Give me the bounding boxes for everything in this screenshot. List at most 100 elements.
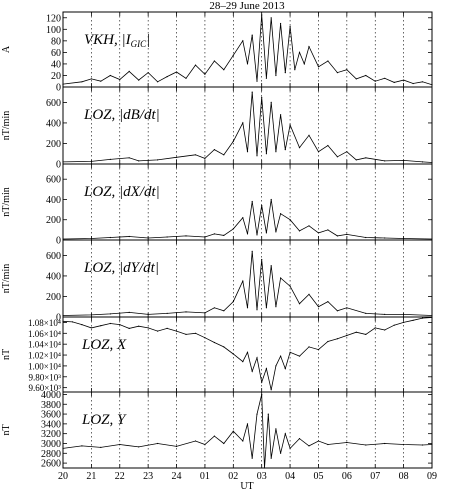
y-tick-label: 3400 [41,419,61,430]
data-point [280,213,282,215]
data-point [275,231,277,233]
data-point [166,312,168,314]
data-point [147,313,149,315]
data-point [261,381,263,383]
data-point [232,353,234,355]
data-point [317,440,320,442]
x-tick-label: 06 [342,471,352,482]
data-point [223,442,225,445]
data-point [384,442,386,445]
data-point [166,76,168,78]
data-point [138,160,140,162]
data-point [280,355,282,357]
data-point [166,236,168,238]
y-tick-label: 0 [56,236,61,247]
data-point [265,153,267,155]
data-point [317,306,320,308]
data-point [270,101,272,103]
data-point [128,157,130,159]
data-point [265,77,267,79]
data-point [393,81,395,83]
y-axis-label: nT/min [1,187,12,216]
y-tick-label: 0 [56,313,61,324]
data-point [289,351,291,353]
data-point [232,430,234,432]
data-point [128,70,130,72]
data-point [265,307,267,309]
data-point [246,307,249,309]
data-point [138,79,140,81]
data-point [336,156,338,158]
data-point [336,235,338,237]
y-tick-label: 1.08×10⁴ [28,318,61,328]
series-line [62,199,433,240]
data-point [403,159,405,161]
x-tick-label: 23 [143,471,153,482]
data-point [284,368,286,370]
y-tick-label: 3000 [41,439,61,450]
data-point [232,54,234,56]
data-point [308,346,310,348]
y-axis-label: nT/min [1,264,12,293]
data-point [246,63,249,65]
data-point [308,445,310,447]
x-tick-label: 08 [399,471,409,482]
data-point [147,237,149,239]
data-point [270,457,272,459]
data-point [275,365,277,367]
data-point [421,444,424,446]
data-point [109,322,111,325]
data-point [147,72,149,74]
data-point [223,69,225,71]
data-point [346,441,348,444]
data-point [194,332,197,334]
data-point [384,329,386,331]
data-point [336,338,338,340]
data-point [284,72,286,74]
panel-label: LOZ, Y [81,412,127,428]
data-point [365,333,367,335]
x-tick-label: 20 [58,471,68,482]
data-point [232,301,234,303]
series-line [62,14,433,86]
data-point [284,149,286,151]
data-point [157,442,159,445]
data-point [242,280,244,282]
data-point [275,151,277,153]
x-tick-label: 21 [86,471,96,482]
data-point [109,158,111,160]
data-point [204,157,206,159]
data-point [421,161,424,163]
panel-frame [62,11,433,88]
data-point [175,445,178,447]
y-tick-label: 0 [56,160,61,171]
data-point [393,324,395,326]
data-point [280,22,282,25]
data-point [308,134,310,136]
data-point [256,413,258,415]
data-point [157,81,159,83]
data-point [251,200,253,203]
data-point [412,82,414,85]
data-point [223,234,225,236]
data-point [374,80,376,82]
y-tick-label: 4000 [41,390,61,401]
data-point [308,225,310,227]
data-point [204,337,206,339]
data-point [270,389,272,391]
data-point [213,341,215,344]
panel-label: LOZ, X [81,337,127,353]
data-point [289,124,291,126]
data-point [157,330,159,332]
data-point [403,443,405,446]
data-point [119,78,121,81]
data-point [327,443,329,446]
data-point [90,78,92,80]
y-axis-label: nT/min [1,111,12,140]
y-tick-label: 1.06×10⁴ [28,329,61,339]
data-point [270,17,272,19]
y-axis-label: A [1,45,12,53]
